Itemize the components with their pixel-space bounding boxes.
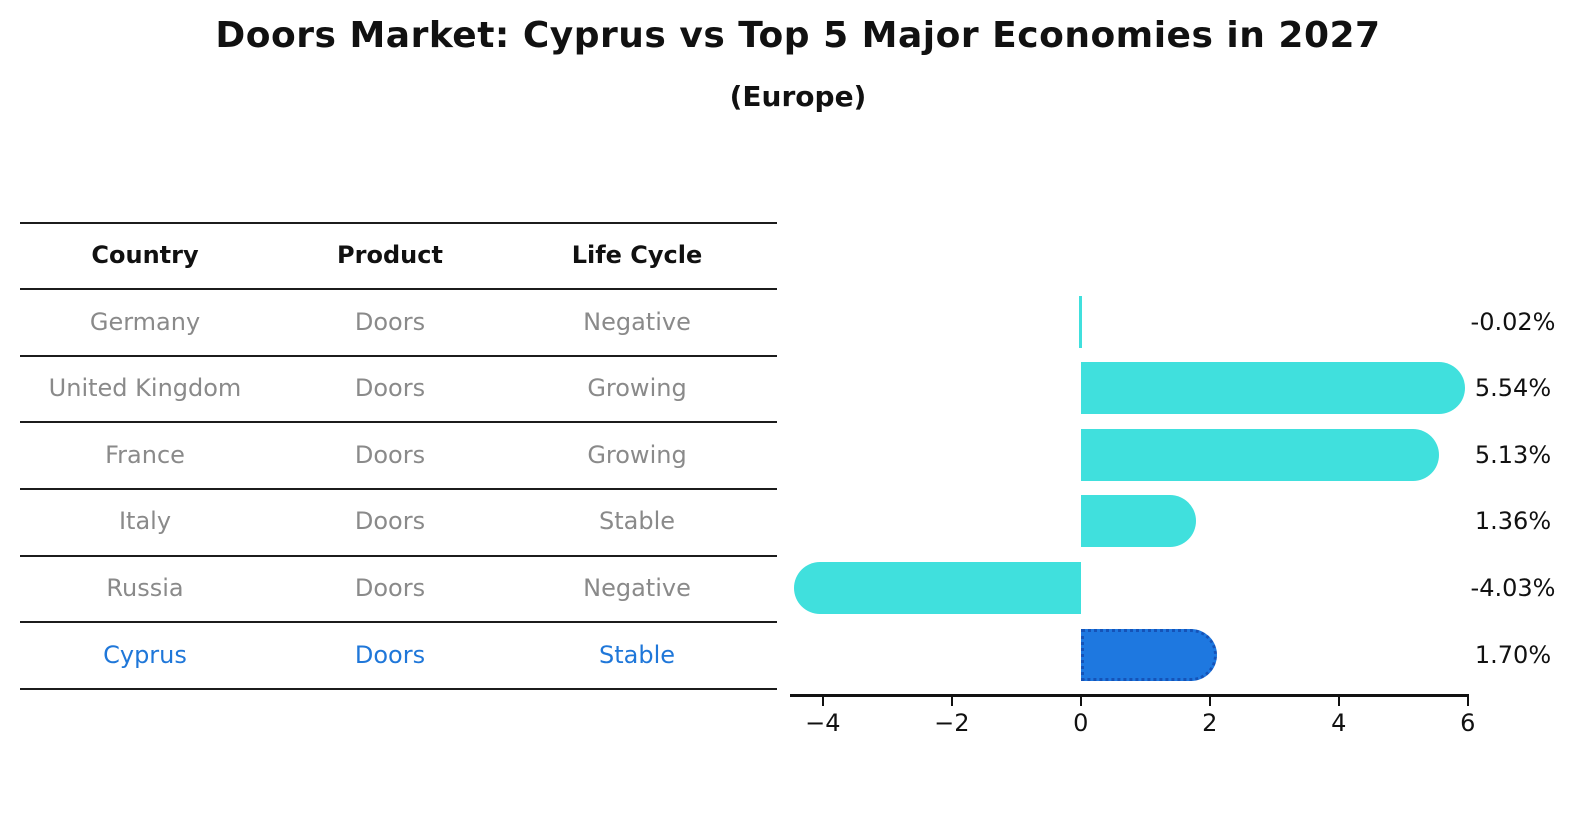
cell-country: Russia (106, 573, 184, 602)
cell-product: Doors (354, 507, 426, 536)
table-header-product: Product (337, 241, 443, 269)
bar-value-label: 1.70% (1474, 640, 1552, 669)
cell-product: Doors (354, 307, 426, 336)
cell-life-cycle: Negative (583, 307, 691, 336)
table-header-country: Country (91, 241, 199, 269)
cell-life-cycle: Growing (587, 440, 687, 469)
x-axis-tick-label: −2 (934, 709, 970, 737)
table-bottom-rule (20, 688, 777, 690)
x-axis-tick (821, 697, 824, 706)
cell-life-cycle: Growing (587, 374, 687, 402)
cell-country: United Kingdom (48, 374, 242, 402)
bar-value-label: -4.03% (1470, 573, 1556, 602)
x-axis-tick-label: 6 (1460, 709, 1476, 737)
x-axis-tick-label: −4 (805, 709, 841, 737)
cell-life-cycle: Stable (598, 640, 676, 669)
x-axis-tick-label: 4 (1331, 709, 1347, 737)
x-axis-tick-label: 0 (1073, 709, 1089, 737)
x-axis-tick-label: 2 (1202, 709, 1218, 737)
bar-value-label: 5.13% (1474, 440, 1552, 469)
table-top-rule (20, 222, 777, 224)
x-axis-tick (1337, 697, 1340, 706)
bar-cyprus (1080, 628, 1218, 681)
table-header-life-cycle: Life Cycle (571, 241, 703, 269)
x-axis-line (790, 694, 1469, 697)
cell-product: Doors (354, 374, 426, 402)
bar-value-label: 1.36% (1474, 507, 1552, 536)
bar-italy (1080, 495, 1196, 548)
table-row-rule (20, 554, 777, 557)
bar-germany (1079, 295, 1083, 348)
figure-subtitle: (Europe) (729, 80, 867, 113)
cell-country: Italy (118, 507, 172, 536)
x-axis-tick (1079, 697, 1082, 706)
table-row-rule (20, 288, 777, 290)
bar-value-label: 5.54% (1474, 374, 1552, 402)
cell-country: France (105, 440, 185, 469)
table-row-rule (20, 421, 777, 423)
cell-product: Doors (354, 640, 426, 669)
table-row-rule (20, 355, 777, 357)
bar-united-kingdom (1080, 362, 1466, 414)
cell-product: Doors (354, 573, 426, 602)
table-row-rule (20, 488, 777, 490)
x-axis-tick (1466, 697, 1469, 706)
bar-value-label: -0.02% (1470, 307, 1556, 336)
cell-life-cycle: Stable (598, 507, 676, 536)
bar-france (1080, 428, 1439, 481)
cell-country: Germany (89, 307, 201, 336)
cell-country: Cyprus (103, 640, 187, 669)
table-row-rule (20, 621, 777, 623)
cell-life-cycle: Negative (583, 573, 691, 602)
x-axis-tick (950, 697, 953, 706)
x-axis-tick (1208, 697, 1211, 706)
bar-russia (793, 561, 1081, 614)
figure-title: Doors Market: Cyprus vs Top 5 Major Econ… (215, 15, 1381, 56)
cell-product: Doors (354, 440, 426, 469)
